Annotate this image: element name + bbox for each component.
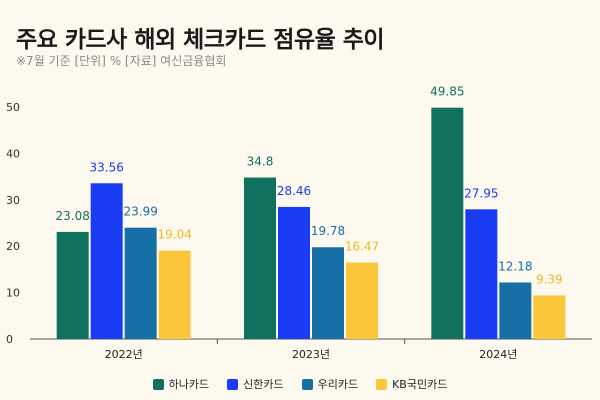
data-label: 33.56 — [89, 160, 123, 174]
x-tick-label: 2023년 — [292, 348, 330, 361]
bar — [124, 227, 157, 339]
legend-item: KB국민카드 — [376, 376, 447, 392]
bar — [56, 231, 89, 339]
data-label: 12.18 — [498, 259, 532, 273]
legend-swatch — [152, 378, 164, 390]
legend-swatch — [227, 378, 239, 390]
bar — [465, 209, 498, 339]
data-label: 16.47 — [345, 240, 379, 254]
legend-item: 하나카드 — [152, 376, 210, 392]
y-tick-label: 50 — [6, 101, 20, 114]
bar — [278, 206, 310, 339]
chart-subtitle: ※7월 기준 [단위] % [자료] 여신금융협회 — [16, 54, 227, 68]
data-label: 23.08 — [55, 209, 89, 223]
x-tick-label: 2022년 — [105, 348, 143, 361]
data-label: 34.8 — [247, 155, 274, 169]
x-tick-label: 2024년 — [479, 348, 517, 361]
legend-label: 신한카드 — [243, 378, 284, 391]
y-tick-label: 40 — [6, 147, 20, 160]
legend-item: 신한카드 — [227, 376, 284, 392]
data-label: 9.39 — [536, 272, 563, 286]
legend-label: 하나카드 — [168, 378, 210, 391]
y-tick-label: 20 — [6, 240, 20, 253]
legend-label: 우리카드 — [317, 378, 359, 391]
bar — [431, 107, 464, 339]
y-tick-label: 0 — [6, 333, 13, 346]
data-label: 19.04 — [157, 228, 191, 242]
bar — [533, 295, 566, 339]
data-label: 49.85 — [430, 85, 464, 99]
bar — [90, 183, 123, 339]
bar — [499, 282, 532, 339]
bar — [312, 247, 344, 339]
legend-label: KB국민카드 — [392, 378, 448, 391]
legend-swatch — [301, 378, 313, 390]
data-label: 19.78 — [311, 224, 345, 238]
bar — [346, 262, 378, 339]
y-tick-label: 30 — [6, 194, 20, 207]
legend-item: 우리카드 — [301, 376, 359, 392]
chart-title: 주요 카드사 해외 체크카드 점유율 추이 — [16, 27, 385, 53]
bar — [158, 250, 191, 339]
chart-legend: 하나카드 신한카드 우리카드 KB국민카드 — [0, 376, 600, 392]
bar — [244, 177, 276, 339]
data-label: 23.99 — [123, 205, 157, 219]
data-label: 27.95 — [464, 186, 498, 200]
y-tick-label: 10 — [6, 287, 20, 300]
legend-swatch — [376, 378, 388, 390]
data-label: 28.46 — [277, 184, 311, 198]
